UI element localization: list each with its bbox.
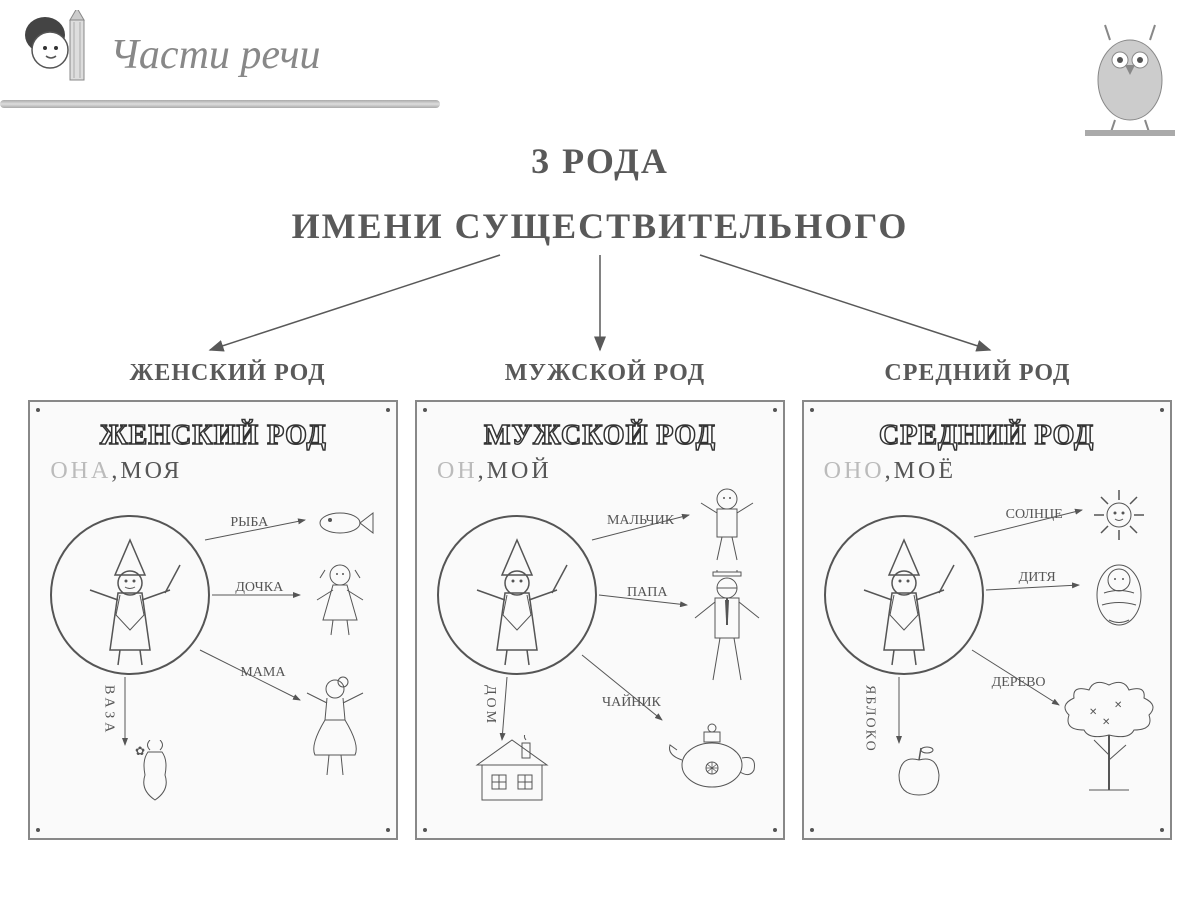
fish-icon <box>315 505 375 540</box>
label-fish: РЫБА <box>230 515 268 531</box>
label-daughter: ДОЧКА <box>235 580 283 596</box>
header: Части речи <box>10 10 321 100</box>
card-pronouns: ОНО,МОЁ <box>824 458 1160 485</box>
svg-text:✕: ✕ <box>1102 717 1110 728</box>
card-title: СРЕДНИЙ РОД <box>814 420 1160 452</box>
card-pronouns: ОНА,МОЯ <box>50 458 386 485</box>
category-feminine: ЖЕНСКИЙ РОД <box>130 360 326 387</box>
category-masculine: МУЖСКОЙ РОД <box>505 360 705 387</box>
label-sun: СОЛНЦЕ <box>1006 507 1063 523</box>
woman-icon <box>295 675 375 785</box>
girl-icon <box>305 560 375 640</box>
label-mom: МАМА <box>240 665 285 681</box>
label-child: ДИТЯ <box>1019 570 1056 586</box>
label-tree: ДЕРЕВО <box>992 675 1046 691</box>
label-teapot: ЧАЙНИК <box>602 695 661 711</box>
house-icon <box>462 735 562 805</box>
svg-text:✿: ✿ <box>135 744 145 758</box>
card-neuter: СРЕДНИЙ РОД ОНО,МОЁ <box>802 400 1172 840</box>
card-pronouns: ОН,МОЙ <box>437 458 773 485</box>
header-title: Части речи <box>110 31 321 79</box>
card-title: ЖЕНСКИЙ РОД <box>40 420 386 452</box>
category-neuter: СРЕДНИЙ РОД <box>884 360 1070 387</box>
teapot-icon <box>662 720 762 795</box>
vase-icon: ✿ <box>130 740 180 805</box>
card-body: МАЛЬЧИК ПАПА ЧАЙНИК <box>427 485 773 805</box>
svg-text:✕: ✕ <box>1114 700 1122 711</box>
baby-icon <box>1084 555 1154 630</box>
boy-pencil-icon <box>10 10 100 100</box>
label-boy: МАЛЬЧИК <box>607 513 674 529</box>
apple-icon <box>889 740 949 800</box>
sub-title: ИМЕНИ СУЩЕСТВИТЕЛЬНОГО <box>0 205 1200 247</box>
label-apple: ЯБЛОКО <box>862 685 878 753</box>
label-dad: ПАПА <box>627 585 667 601</box>
owl-icon <box>1080 10 1180 140</box>
cards-row: ЖЕНСКИЙ РОД ОНА,МОЯ <box>0 400 1200 840</box>
category-row: ЖЕНСКИЙ РОД МУЖСКОЙ РОД СРЕДНИЙ РОД <box>0 360 1200 387</box>
boy-icon <box>695 485 760 565</box>
card-body: СОЛНЦЕ ДИТЯ ДЕРЕВ <box>814 485 1160 805</box>
card-masculine: МУЖСКОЙ РОД ОН,МОЙ <box>415 400 785 840</box>
card-feminine: ЖЕНСКИЙ РОД ОНА,МОЯ <box>28 400 398 840</box>
tree-icon: ✕ ✕ ✕ <box>1054 680 1164 800</box>
svg-text:✕: ✕ <box>1089 707 1097 718</box>
sun-icon <box>1089 485 1149 545</box>
header-underline <box>0 100 440 108</box>
label-vase: ВАЗА <box>100 685 116 736</box>
main-title: 3 РОДА <box>0 140 1200 182</box>
branch-arrows <box>0 250 1200 360</box>
man-icon <box>687 570 767 690</box>
card-body: РЫБА ДОЧКА МАМА <box>40 485 386 805</box>
card-title: МУЖСКОЙ РОД <box>427 420 773 452</box>
label-house: ДОМ <box>482 685 498 726</box>
